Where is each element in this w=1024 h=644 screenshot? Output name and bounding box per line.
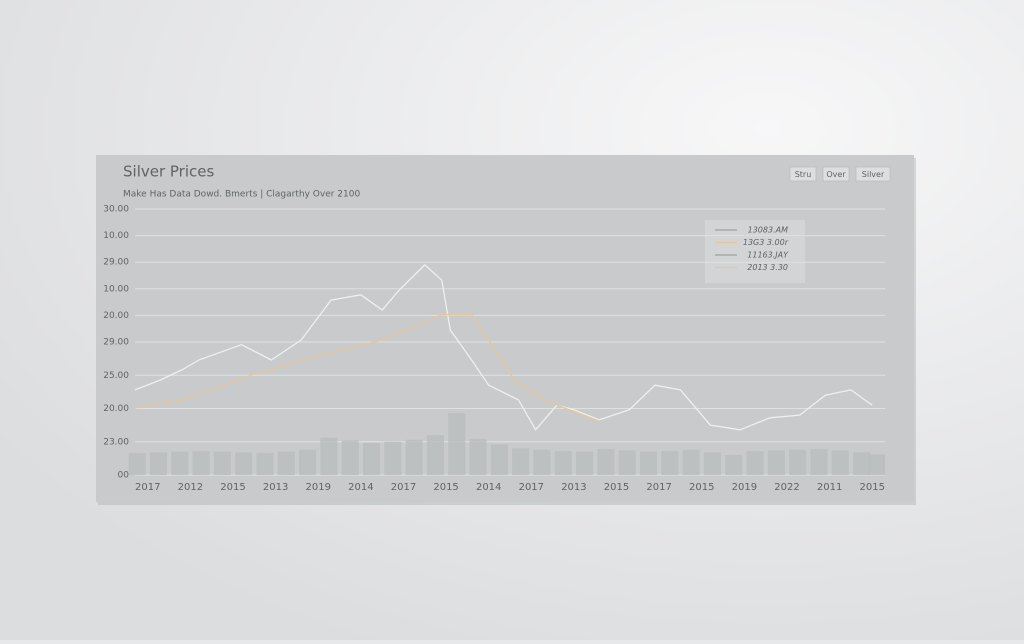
volume-bar <box>853 452 871 475</box>
x-tick-label: 2017 <box>519 482 544 493</box>
x-tick-label: 2015 <box>689 482 714 493</box>
x-tick-label: 2013 <box>263 482 288 493</box>
volume-bar <box>554 451 572 475</box>
volume-bar <box>299 449 317 475</box>
volume-bar <box>512 448 530 475</box>
toggle-button[interactable] <box>822 166 850 182</box>
volume-bar <box>192 451 210 475</box>
x-tick-label: 2017 <box>646 482 671 493</box>
volume-bar <box>256 453 274 475</box>
x-tick-label: 2013 <box>561 482 586 493</box>
x-tick-label: 2017 <box>391 482 416 493</box>
volume-bar <box>469 439 487 475</box>
volume-bar <box>405 439 423 475</box>
volume-bar <box>867 454 885 475</box>
toggle-button-label[interactable]: Over <box>826 170 846 179</box>
chart-subtitle: Make Has Data Dowd. Bmerts | Clagarthy O… <box>123 190 360 200</box>
y-tick-label: 23.00 <box>103 437 129 447</box>
volume-bar <box>789 449 807 475</box>
panel <box>96 155 914 502</box>
volume-bar <box>426 435 444 475</box>
volume-bar <box>725 455 743 475</box>
volume-bar <box>682 449 700 475</box>
toggle-button-label[interactable]: Silver <box>862 170 885 179</box>
legend-label: 13G3 3.00r <box>743 238 789 247</box>
volume-bar <box>384 441 402 475</box>
y-tick-label: 10.00 <box>103 284 129 294</box>
volume-bar <box>533 449 551 475</box>
x-tick-label: 2017 <box>135 482 160 493</box>
x-tick-label: 2019 <box>732 482 757 493</box>
volume-bar <box>746 451 764 475</box>
x-tick-label: 2022 <box>774 482 799 493</box>
volume-bar <box>767 450 785 475</box>
x-tick-label: 2019 <box>306 482 331 493</box>
volume-bar <box>639 451 658 475</box>
volume-bar <box>810 449 828 475</box>
toggle-button[interactable] <box>855 166 891 182</box>
volume-bar <box>576 451 594 475</box>
price-line <box>134 314 600 423</box>
y-tick-label: 20.00 <box>103 311 129 321</box>
volume-bar <box>597 449 615 475</box>
y-tick-label: 00 <box>118 471 130 481</box>
y-tick-label: 10.00 <box>103 231 129 241</box>
volume-bar <box>320 437 338 475</box>
volume-bar <box>171 451 189 475</box>
volume-bar <box>618 450 636 475</box>
y-tick-label: 29.00 <box>103 338 129 348</box>
volume-bar <box>277 451 295 475</box>
x-tick-label: 2014 <box>476 482 501 493</box>
volume-bar <box>831 450 849 475</box>
x-tick-label: 2015 <box>433 482 458 493</box>
x-tick-label: 2015 <box>220 482 245 493</box>
volume-bar <box>661 451 679 475</box>
volume-bar <box>448 413 466 475</box>
volume-bar <box>341 440 359 475</box>
toggle-button[interactable] <box>789 166 817 182</box>
volume-bar <box>362 443 381 475</box>
volume-bar <box>213 451 231 475</box>
x-tick-label: 2015 <box>859 482 884 493</box>
volume-bar <box>128 453 146 475</box>
legend-label: 13083.AM <box>748 226 788 235</box>
x-tick-label: 2011 <box>817 482 842 493</box>
price-line <box>134 264 873 431</box>
y-tick-label: 25.00 <box>103 371 129 381</box>
volume-bar <box>149 452 167 475</box>
toggle-button-label[interactable]: Stru <box>795 170 812 179</box>
legend-label: 11163.JAY <box>747 251 789 260</box>
legend-label: 2013 3.30 <box>747 263 788 272</box>
volume-bar <box>490 444 508 475</box>
volume-bar <box>703 452 721 475</box>
x-tick-label: 2015 <box>604 482 629 493</box>
y-tick-label: 20.00 <box>103 404 129 414</box>
y-tick-label: 30.00 <box>103 205 129 215</box>
x-tick-label: 2012 <box>178 482 203 493</box>
y-tick-label: 29.00 <box>103 258 129 268</box>
x-tick-label: 2014 <box>348 482 373 493</box>
volume-bar <box>235 452 253 475</box>
chart-title: Silver Prices <box>123 163 214 181</box>
